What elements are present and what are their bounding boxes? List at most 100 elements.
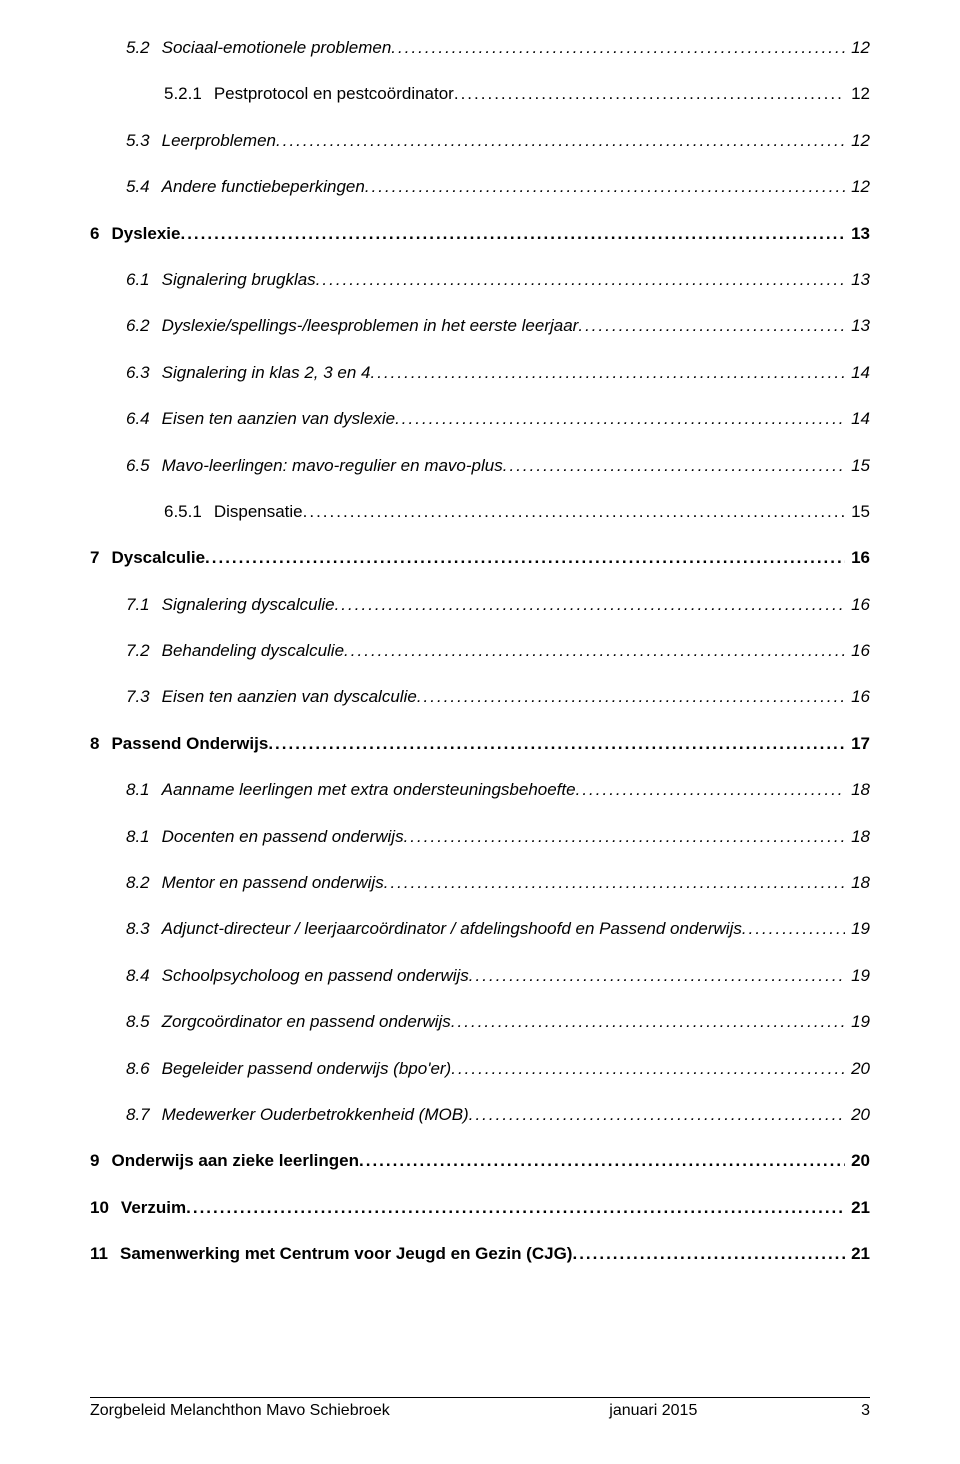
toc-entry-number: 5.2 xyxy=(126,38,162,58)
toc-entry-label: Behandeling dyscalculie xyxy=(162,641,344,661)
toc-entry-label: Leerproblemen xyxy=(162,131,276,151)
toc-entry: 7.1Signalering dyscalculie16 xyxy=(90,595,870,615)
toc-leader-dots xyxy=(742,919,845,939)
toc-entry-number: 6.5 xyxy=(126,456,162,476)
toc-entry: 5.3Leerproblemen 12 xyxy=(90,131,870,151)
toc-entry-page: 19 xyxy=(845,966,870,986)
toc-entry-page: 18 xyxy=(845,827,870,847)
toc-leader-dots xyxy=(451,1012,845,1032)
toc-entry-page: 16 xyxy=(845,641,870,661)
toc-entry-page: 12 xyxy=(845,177,870,197)
toc-entry-label: Dyslexie xyxy=(111,224,180,244)
toc-leader-dots xyxy=(503,456,845,476)
toc-entry: 6.5.1Dispensatie15 xyxy=(90,502,870,522)
toc-entry-number: 7.3 xyxy=(126,687,162,707)
toc-entry-label: Signalering in klas 2, 3 en 4 xyxy=(162,363,371,383)
toc-leader-dots xyxy=(276,131,845,151)
toc-entry: 7Dyscalculie16 xyxy=(90,548,870,568)
toc-entry-page: 15 xyxy=(845,456,870,476)
toc-entry-page: 14 xyxy=(845,409,870,429)
toc-entry-label: Aanname leerlingen met extra ondersteuni… xyxy=(162,780,576,800)
toc-leader-dots xyxy=(268,734,845,754)
toc-entry: 8.7Medewerker Ouderbetrokkenheid (MOB)20 xyxy=(90,1105,870,1125)
toc-entry: 8Passend Onderwijs17 xyxy=(90,734,870,754)
toc-leader-dots xyxy=(365,177,845,197)
toc-entry-label: Signalering brugklas xyxy=(162,270,316,290)
toc-entry: 6.4Eisen ten aanzien van dyslexie14 xyxy=(90,409,870,429)
toc-entry-number: 6.3 xyxy=(126,363,162,383)
toc-leader-dots xyxy=(359,1151,845,1171)
toc-entry-page: 19 xyxy=(845,919,870,939)
toc-entry: 8.2Mentor en passend onderwijs 18 xyxy=(90,873,870,893)
toc-leader-dots xyxy=(303,502,845,522)
toc-entry-page: 13 xyxy=(845,270,870,290)
toc-entry-number: 8.4 xyxy=(126,966,162,986)
toc-entry-page: 12 xyxy=(845,84,870,104)
toc-entry-label: Begeleider passend onderwijs (bpo'er) xyxy=(162,1059,452,1079)
toc-leader-dots xyxy=(454,84,845,104)
toc-entry-page: 16 xyxy=(845,687,870,707)
toc-entry: 6.2Dyslexie/spellings-/leesproblemen in … xyxy=(90,316,870,336)
toc-entry-label: Mentor en passend onderwijs xyxy=(162,873,384,893)
toc-entry-page: 21 xyxy=(845,1198,870,1218)
toc-entry-page: 12 xyxy=(845,131,870,151)
toc-entry-number: 6 xyxy=(90,224,111,244)
toc-entry-number: 5.3 xyxy=(126,131,162,151)
toc-entry-label: Zorgcoördinator en passend onderwijs xyxy=(162,1012,451,1032)
toc-entry: 11Samenwerking met Centrum voor Jeugd en… xyxy=(90,1244,870,1264)
toc-entry-label: Eisen ten aanzien van dyscalculie xyxy=(162,687,417,707)
toc-leader-dots xyxy=(417,687,845,707)
toc-entry-number: 11 xyxy=(90,1244,120,1264)
toc-entry-number: 8 xyxy=(90,734,111,754)
footer-page-number: 3 xyxy=(841,1402,870,1420)
toc-entry-label: Verzuim xyxy=(121,1198,186,1218)
toc-entry-number: 8.1 xyxy=(126,827,162,847)
toc-entry-page: 13 xyxy=(845,224,870,244)
toc-entry-number: 6.5.1 xyxy=(164,502,214,522)
toc-entry: 6Dyslexie 13 xyxy=(90,224,870,244)
toc-entry-page: 20 xyxy=(845,1105,870,1125)
toc-entry-label: Samenwerking met Centrum voor Jeugd en G… xyxy=(120,1244,572,1264)
toc-entry-number: 8.3 xyxy=(126,919,162,939)
toc-entry: 7.2Behandeling dyscalculie16 xyxy=(90,641,870,661)
toc-entry-label: Medewerker Ouderbetrokkenheid (MOB) xyxy=(162,1105,469,1125)
toc-leader-dots xyxy=(469,966,845,986)
toc-leader-dots xyxy=(371,363,846,383)
toc-leader-dots xyxy=(578,316,845,336)
page: 5.2Sociaal-emotionele problemen12 5.2.1Pe… xyxy=(0,0,960,1464)
toc-entry-page: 21 xyxy=(845,1244,870,1264)
toc-entry-page: 18 xyxy=(845,873,870,893)
toc-entry-label: Docenten en passend onderwijs xyxy=(162,827,404,847)
toc-leader-dots xyxy=(344,641,845,661)
toc-entry-number: 8.6 xyxy=(126,1059,162,1079)
toc-entry-number: 8.2 xyxy=(126,873,162,893)
toc-entry-label: Andere functiebeperkingen xyxy=(162,177,365,197)
toc-entry-number: 8.1 xyxy=(126,780,162,800)
toc-entry-number: 6.2 xyxy=(126,316,162,336)
toc-entry-number: 5.4 xyxy=(126,177,162,197)
toc-entry: 8.3Adjunct-directeur / leerjaarcoördinat… xyxy=(90,919,870,939)
toc-entry: 6.5Mavo-leerlingen: mavo-regulier en mav… xyxy=(90,456,870,476)
toc-leader-dots xyxy=(395,409,845,429)
toc-leader-dots xyxy=(335,595,846,615)
toc-entry: 5.2Sociaal-emotionele problemen12 xyxy=(90,38,870,58)
footer-date: januari 2015 xyxy=(466,1402,842,1420)
toc-entry: 9Onderwijs aan zieke leerlingen20 xyxy=(90,1151,870,1171)
toc-entry-number: 7 xyxy=(90,548,111,568)
toc-entry-label: Schoolpsycholoog en passend onderwijs xyxy=(162,966,469,986)
toc-entry-page: 17 xyxy=(845,734,870,754)
toc-entry: 5.2.1Pestprotocol en pestcoördinator12 xyxy=(90,84,870,104)
toc-entry: 6.3Signalering in klas 2, 3 en 414 xyxy=(90,363,870,383)
toc-entry-label: Mavo-leerlingen: mavo-regulier en mavo-p… xyxy=(162,456,503,476)
toc-entry: 10Verzuim 21 xyxy=(90,1198,870,1218)
toc-entry: 5.4Andere functiebeperkingen 12 xyxy=(90,177,870,197)
toc-entry: 8.4Schoolpsycholoog en passend onderwijs… xyxy=(90,966,870,986)
toc-entry-page: 12 xyxy=(845,38,870,58)
toc-entry-number: 7.1 xyxy=(126,595,162,615)
toc-entry-number: 10 xyxy=(90,1198,121,1218)
toc-entry: 6.1Signalering brugklas13 xyxy=(90,270,870,290)
toc-entry: 8.5Zorgcoördinator en passend onderwijs1… xyxy=(90,1012,870,1032)
toc-leader-dots xyxy=(572,1244,845,1264)
table-of-contents: 5.2Sociaal-emotionele problemen12 5.2.1Pe… xyxy=(90,38,870,1265)
toc-entry-page: 13 xyxy=(845,316,870,336)
